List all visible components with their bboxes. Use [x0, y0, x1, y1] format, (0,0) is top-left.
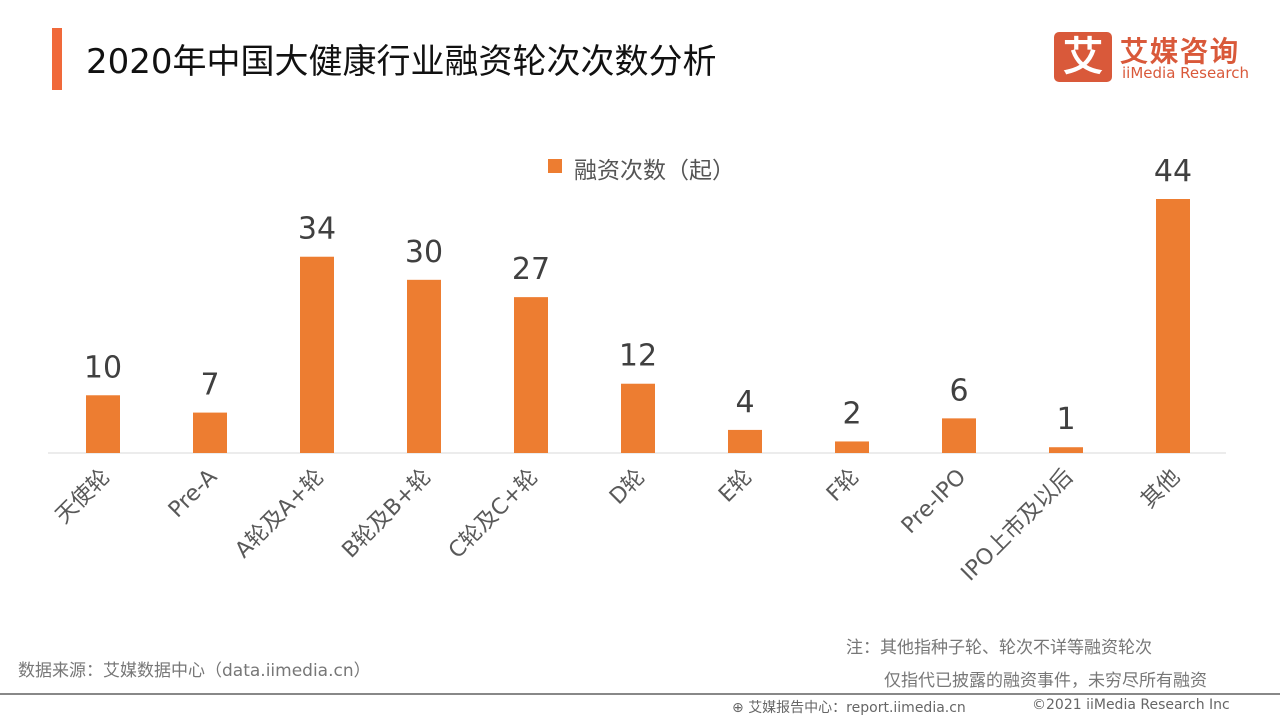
bar	[514, 297, 548, 453]
data-label: 30	[405, 235, 443, 270]
note-line-2: 仅指代已披露的融资事件，未穷尽所有融资	[884, 671, 1207, 691]
globe-icon: ⊕	[732, 700, 749, 716]
data-label: 12	[619, 339, 657, 374]
data-label: 34	[298, 212, 336, 247]
report-center-link[interactable]: ⊕ 艾媒报告中心：report.iimedia.cn	[732, 697, 966, 717]
bar	[942, 418, 976, 453]
bar	[193, 412, 227, 453]
data-label: 2	[842, 396, 861, 431]
legend-swatch	[548, 159, 562, 173]
x-tick-label: D轮	[605, 465, 650, 510]
page-title: 2020年中国大健康行业融资轮次次数分析	[86, 42, 717, 82]
data-label: 6	[949, 373, 968, 408]
bar	[407, 279, 441, 453]
x-tick-label: 天使轮	[51, 465, 115, 529]
data-label: 4	[735, 385, 754, 420]
logo-mark: 艾	[1054, 32, 1112, 82]
x-tick-label: 其他	[1136, 465, 1185, 514]
x-tick-label: F轮	[822, 465, 864, 507]
data-source: 数据来源：艾媒数据中心（data.iimedia.cn）	[18, 661, 371, 681]
data-label: 7	[200, 368, 219, 403]
legend-label: 融资次数（起）	[574, 158, 735, 184]
x-tick-label: E轮	[714, 465, 757, 508]
x-tick-label: Pre-IPO	[897, 465, 971, 539]
x-tick-label: Pre-A	[164, 465, 222, 523]
bar	[621, 383, 655, 453]
bar	[1156, 199, 1190, 453]
data-label: 1	[1056, 402, 1075, 437]
bar	[86, 395, 120, 453]
bar	[728, 429, 762, 453]
x-tick-label: A轮及A+轮	[231, 465, 330, 564]
bar	[300, 256, 334, 453]
note-line-1: 注：其他指种子轮、轮次不详等融资轮次	[846, 638, 1152, 658]
copyright: ©2021 iiMedia Research Inc	[1032, 697, 1230, 713]
title-accent-bar	[52, 28, 62, 90]
logo-text-cn: 艾媒咨询	[1120, 35, 1241, 68]
report-center-text: 艾媒报告中心：report.iimedia.cn	[748, 700, 966, 716]
data-label: 27	[512, 252, 550, 287]
x-tick-label: C轮及C+轮	[444, 465, 543, 564]
x-tick-label: B轮及B+轮	[338, 465, 437, 564]
bar	[835, 441, 869, 453]
data-label: 10	[84, 350, 122, 385]
logo-text-en: iiMedia Research	[1122, 64, 1249, 82]
bar	[1049, 447, 1083, 453]
x-tick-label: IPO上市及以后	[957, 465, 1079, 587]
data-label: 44	[1154, 154, 1192, 189]
footer-divider	[0, 693, 1280, 695]
